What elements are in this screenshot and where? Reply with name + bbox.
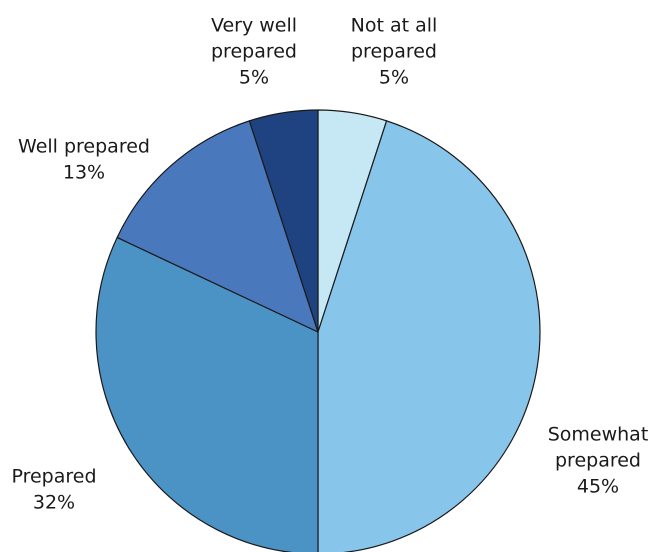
pie-slice-prepared — [95, 236, 319, 552]
pie-label-line: 13% — [63, 162, 105, 184]
pie-label-well-prepared: Well prepared 13% — [18, 136, 150, 184]
pie-label-line: 5% — [239, 67, 269, 89]
pie-label-very-well-prepared: Very well prepared 5% — [211, 15, 297, 89]
pie-label-line: Well prepared — [18, 136, 150, 158]
pie-label-line: Not at all — [351, 15, 438, 37]
pie-label-line: prepared — [555, 450, 641, 472]
pie-label-line: Somewhat — [548, 424, 649, 446]
pie-label-line: 32% — [33, 492, 75, 514]
pie-slice-very-well-prepared — [248, 109, 319, 333]
pie-label-line: Prepared — [11, 466, 96, 488]
pie-label-line: prepared — [351, 41, 437, 63]
pie-label-not-at-all-prepared: Not at all prepared 5% — [351, 15, 438, 89]
pie-label-somewhat-prepared: Somewhat prepared 45% — [548, 424, 649, 498]
pie-label-line: 45% — [577, 476, 619, 498]
pie-slice-well-prepared — [116, 120, 319, 333]
pie-label-line: Very well — [211, 15, 297, 37]
pie-label-line: 5% — [379, 67, 409, 89]
pie-slices — [95, 109, 541, 552]
pie-slice-somewhat-prepared — [317, 120, 541, 552]
pie-label-prepared: Prepared 32% — [11, 466, 96, 514]
pie-label-line: prepared — [211, 41, 297, 63]
pie-labels: Not at all prepared 5% Somewhat prepared 45% P… — [11, 15, 648, 514]
